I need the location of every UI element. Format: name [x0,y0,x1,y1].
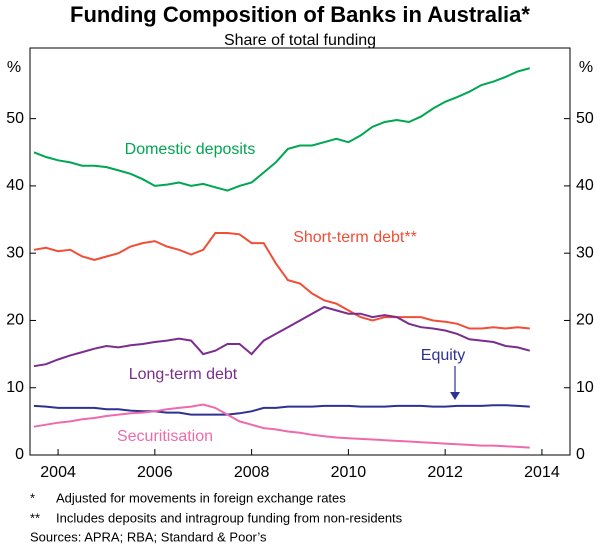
y2-unit: % [579,59,593,76]
y2-tick-label: 30 [576,244,594,261]
y-tick-label: 20 [6,312,24,329]
y-tick-label: 30 [6,244,24,261]
series-label: Securitisation [117,428,213,445]
series-label: Short-term debt** [293,229,417,246]
x-tick-label: 2008 [234,464,270,481]
y-tick-label: 50 [6,110,24,127]
y2-tick-label: 40 [576,177,594,194]
x-tick-label: 2004 [40,464,76,481]
y-tick-label: 10 [6,379,24,396]
series-line [33,232,530,330]
series-line [33,305,531,368]
plot-frame [29,47,571,456]
y2-tick-label: 10 [576,379,594,396]
note-text: Includes deposits and intragroup funding… [56,510,403,525]
series-label: Domestic deposits [125,141,256,158]
x-tick-label: 2014 [524,464,560,481]
y2-tick-label: 20 [576,312,594,329]
x-tick-label: 2006 [137,464,173,481]
chart-subtitle: Share of total funding [224,32,376,49]
note-marker: * [30,490,35,505]
chart-title: Funding Composition of Banks in Australi… [70,2,530,27]
note-marker: ** [30,510,40,525]
series-line [33,404,530,416]
series-label: Equity [421,347,465,364]
y-unit: % [7,59,21,76]
series-line [33,67,531,192]
x-tick-label: 2012 [427,464,463,481]
y-tick-label: 0 [15,446,24,463]
y-tick-label: 40 [6,177,24,194]
y2-tick-label: 0 [576,446,585,463]
x-tick-label: 2010 [331,464,367,481]
series-label: Long-term debt [129,366,238,383]
equity-arrow-head [450,392,460,400]
source: Sources: APRA; RBA; Standard & Poor’s [30,529,267,544]
y2-tick-label: 50 [576,110,594,127]
note-text: Adjusted for movements in foreign exchan… [56,490,346,505]
series-line [33,403,530,449]
